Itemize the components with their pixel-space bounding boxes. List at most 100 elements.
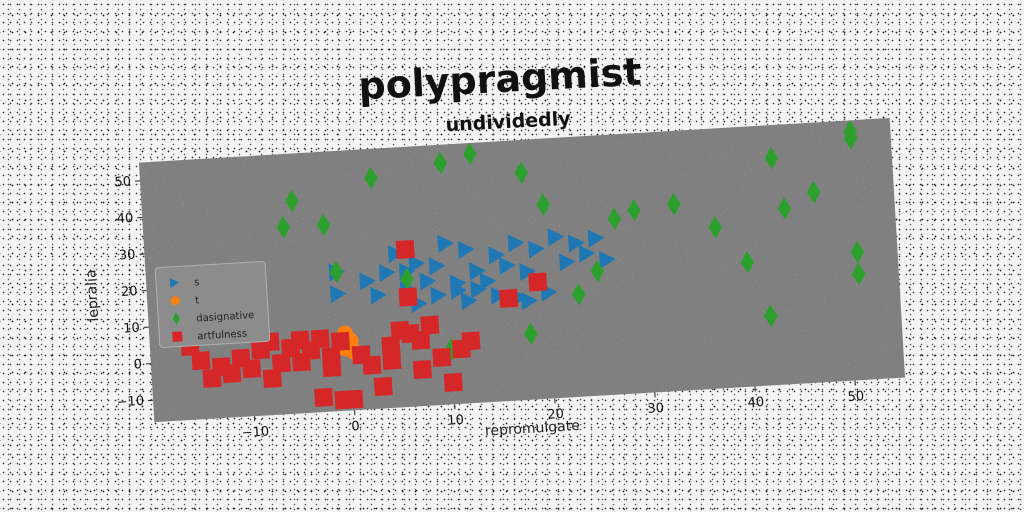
point-artfulness-25 [382,350,402,370]
point-dasignative-14 [740,250,755,274]
point-artfulness-31 [398,287,418,307]
x-tick-label-5: 40 [747,395,764,411]
point-dasignative-26 [329,260,344,284]
point-s-27 [599,250,616,269]
legend-marker-artfulness [172,331,183,342]
y-tick-label-4: 30 [118,248,135,264]
point-dasignative-16 [764,146,779,170]
point-artfulness-23 [373,377,393,397]
point-s-14 [479,272,497,291]
point-artfulness-39 [334,390,354,410]
point-dasignative-7 [536,193,550,216]
point-artfulness-35 [461,331,481,351]
point-dasignative-22 [851,262,866,286]
point-artfulness-1 [191,351,211,371]
legend: st dasignative artfulness [154,260,271,348]
point-s-25 [578,244,596,263]
data-marks [180,120,866,410]
point-s-3 [370,286,387,305]
point-s-19 [519,263,537,282]
point-dasignative-25 [400,267,414,290]
point-artfulness-37 [528,272,548,292]
point-artfulness-15 [310,329,330,349]
legend-marker-dasignative [172,312,181,325]
point-dasignative-20 [843,120,857,143]
point-artfulness-38 [395,239,415,259]
point-dasignative-8 [571,282,586,306]
y-axis-label: lepralia [83,269,102,322]
x-tick-label-1: 0 [351,419,360,434]
point-s-5 [378,264,396,283]
point-dasignative-17 [777,197,792,220]
point-s-15 [488,246,505,265]
x-tick-label-2: 10 [447,413,464,429]
legend-box [154,260,271,348]
y-tick-label-5: 40 [116,211,133,227]
point-artfulness-4 [222,363,242,384]
point-s-20 [528,240,545,259]
chart-title: polypragmist [357,50,642,109]
point-s-10 [437,234,455,253]
point-dasignative-15 [764,304,778,328]
y-tick-label-2: 10 [123,321,140,337]
point-dasignative-12 [667,192,681,216]
point-dasignative-3 [364,166,378,190]
point-artfulness-17 [330,331,350,351]
point-dasignative-10 [607,207,622,230]
y-tick-label-0: −10 [116,394,144,411]
point-artfulness-9 [262,368,282,388]
y-tick-label-3: 20 [121,284,138,300]
y-tick-label-6: 50 [114,174,131,190]
point-artfulness-33 [443,372,463,392]
legend-marker-t [170,296,180,306]
point-artfulness-29 [412,360,432,380]
point-s-22 [547,228,565,247]
point-s-29 [450,281,467,300]
point-s-4 [387,245,405,264]
x-tick-label-6: 50 [847,389,864,405]
point-s-17 [498,256,516,275]
point-artfulness-18 [322,358,342,378]
legend-label-s: s [194,277,200,288]
point-s-2 [359,272,376,291]
point-dasignative-2 [316,213,331,237]
legend-label-dasignative: dasignative [196,310,255,324]
point-s-16 [460,292,478,311]
legend-label-artfulness: artfulness [197,328,247,342]
point-artfulness-24 [381,336,401,356]
plot-group: −10 0 10 20 30 40 50 −10 0 10 20 30 40 50 st dasignati… [83,117,906,441]
chart-subtitle: undividedly [445,108,572,137]
point-s-32 [490,286,508,305]
point-dasignative-21 [850,240,865,264]
point-dasignative-5 [463,142,477,166]
x-axis-label: repromulgate [485,418,581,440]
point-dasignative-9 [590,259,605,283]
point-dasignative-23 [524,322,538,345]
x-tick-label-0: −10 [241,424,269,441]
point-s-18 [507,234,525,253]
x-tick-label-4: 30 [647,401,664,417]
point-s-13 [469,262,486,281]
point-s-24 [567,234,585,253]
point-s-1 [329,285,347,304]
point-s-9 [430,286,448,305]
point-dasignative-13 [708,216,723,239]
point-dasignative-1 [276,216,291,239]
point-s-30 [470,280,487,299]
legend-marker-s [169,277,180,288]
point-dasignative-4 [433,151,448,175]
point-artfulness-28 [411,330,431,350]
point-dasignative-0 [285,189,299,213]
point-artfulness-32 [432,347,452,367]
legend-label-t: t [195,295,200,306]
y-tick-label-1: 0 [133,357,142,372]
point-dasignative-6 [514,161,528,185]
point-dasignative-18 [806,180,821,204]
point-s-7 [408,254,426,273]
point-artfulness-30 [420,315,440,335]
point-s-26 [587,229,605,248]
point-artfulness-22 [362,355,382,375]
axis-ticks: −10 0 10 20 30 40 50 −10 0 10 20 30 40 50 [114,174,865,441]
point-artfulness-6 [242,359,262,379]
point-artfulness-36 [499,288,519,308]
